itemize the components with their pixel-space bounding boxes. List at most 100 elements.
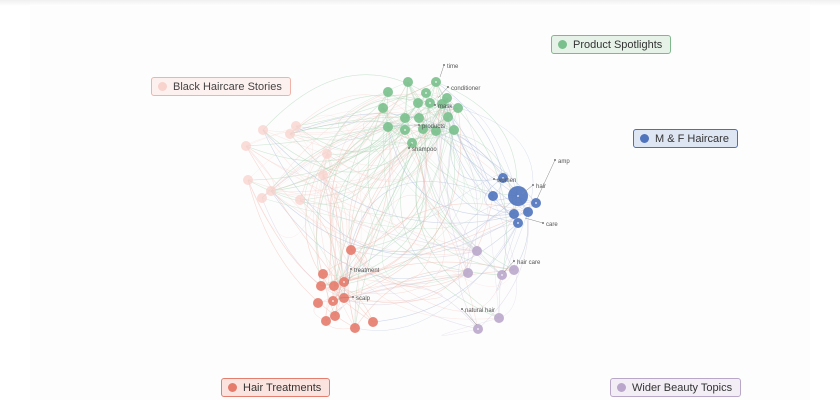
graph-node[interactable] — [413, 98, 423, 108]
graph-node[interactable] — [403, 77, 413, 87]
graph-node[interactable] — [368, 317, 378, 327]
label-marker — [532, 184, 534, 186]
graph-edge — [261, 129, 484, 230]
graph-edge — [325, 283, 479, 330]
graph-edge — [322, 174, 342, 317]
graph-node[interactable] — [295, 195, 305, 205]
graph-node[interactable] — [321, 316, 331, 326]
graph-edge — [354, 222, 519, 331]
graph-edge — [320, 117, 425, 287]
cluster-label-hair-treatments[interactable]: Hair Treatments — [221, 378, 331, 397]
graph-node[interactable] — [383, 87, 393, 97]
cluster-dot-icon — [617, 383, 626, 392]
graph-node[interactable] — [316, 281, 326, 291]
graph-edge — [497, 211, 529, 291]
graph-node[interactable] — [330, 311, 340, 321]
label-leader-line — [461, 308, 478, 326]
graph-edge — [354, 97, 448, 329]
graph-edge — [305, 153, 374, 323]
graph-node-center — [332, 300, 334, 302]
graph-edge — [270, 190, 478, 255]
graph-node[interactable] — [509, 209, 519, 219]
graph-node[interactable] — [523, 207, 533, 217]
graph-node[interactable] — [437, 99, 447, 109]
graph-node-center — [435, 81, 437, 83]
graph-node[interactable] — [431, 126, 441, 136]
graph-edge — [422, 105, 519, 197]
graph-node-center — [343, 281, 345, 283]
label-leader-line — [493, 178, 501, 181]
graph-node[interactable] — [241, 141, 251, 151]
graph-node[interactable] — [453, 103, 463, 113]
graph-node[interactable] — [418, 124, 428, 134]
graph-node[interactable] — [346, 245, 356, 255]
graph-node[interactable] — [383, 122, 393, 132]
graph-node[interactable] — [339, 293, 349, 303]
graph-node[interactable] — [350, 323, 360, 333]
graph-node[interactable] — [243, 175, 253, 185]
graph-edge — [387, 126, 515, 216]
graph-node[interactable] — [322, 149, 332, 159]
graph-edge — [435, 81, 504, 179]
graph-node[interactable] — [266, 186, 276, 196]
graph-edge — [484, 177, 515, 215]
graph-node[interactable] — [443, 112, 453, 122]
node-label-products: products — [422, 124, 445, 130]
graph-edge — [270, 126, 449, 218]
graph-node[interactable] — [257, 193, 267, 203]
graph-node[interactable] — [494, 313, 504, 323]
graph-edge — [270, 190, 519, 279]
graph-edge — [446, 97, 500, 319]
graph-edge — [415, 130, 515, 271]
graph-node[interactable] — [463, 268, 473, 278]
graph-edge — [299, 112, 455, 201]
graph-node-center — [477, 328, 479, 330]
graph-edge — [245, 145, 374, 323]
graph-node-center — [425, 92, 427, 94]
graph-edge — [382, 107, 515, 271]
graph-edge — [367, 91, 503, 276]
graph-node[interactable] — [291, 121, 301, 131]
graph-node[interactable] — [258, 125, 268, 135]
top-divider — [0, 0, 840, 6]
graph-edge — [289, 107, 459, 153]
graph-node[interactable] — [414, 113, 424, 123]
label-leader-line — [536, 159, 556, 200]
graph-node[interactable] — [488, 191, 498, 201]
graph-edge — [247, 137, 313, 201]
graph-edge — [441, 317, 500, 336]
cluster-label-black-haircare-stories[interactable]: Black Haircare Stories — [151, 77, 291, 96]
graph-edge — [299, 199, 478, 252]
graph-edge — [350, 249, 503, 312]
graph-node[interactable] — [472, 246, 482, 256]
graph-node[interactable] — [449, 125, 459, 135]
graph-node[interactable] — [400, 113, 410, 123]
cluster-label-product-spotlights[interactable]: Product Spotlights — [551, 35, 672, 54]
graph-edge — [329, 115, 424, 302]
graph-node[interactable] — [318, 269, 328, 279]
graph-edge — [320, 107, 445, 295]
graph-edge — [400, 142, 500, 319]
graph-edge — [418, 117, 519, 197]
graph-node[interactable] — [313, 298, 323, 308]
cluster-label-mf-haircare[interactable]: M & F Haircare — [633, 129, 738, 148]
graph-node[interactable] — [285, 129, 295, 139]
graph-edge — [245, 145, 478, 252]
graph-edge — [389, 129, 478, 252]
graph-node[interactable] — [318, 170, 328, 180]
graph-edge — [262, 129, 413, 173]
graph-node[interactable] — [329, 281, 339, 291]
cluster-dot-icon — [558, 40, 567, 49]
label-leader-line — [347, 268, 352, 285]
graph-edge — [247, 179, 322, 287]
graph-edge — [411, 142, 519, 197]
node-label-shampoo: shampoo — [412, 147, 437, 153]
cluster-label-text: M & F Haircare — [655, 132, 729, 145]
graph-edge — [325, 183, 338, 322]
graph-node[interactable] — [378, 103, 388, 113]
cluster-label-wider-beauty-topics[interactable]: Wider Beauty Topics — [610, 378, 742, 397]
graph-edge — [415, 97, 500, 319]
graph-edge — [333, 261, 515, 287]
graph-node[interactable] — [509, 265, 519, 275]
